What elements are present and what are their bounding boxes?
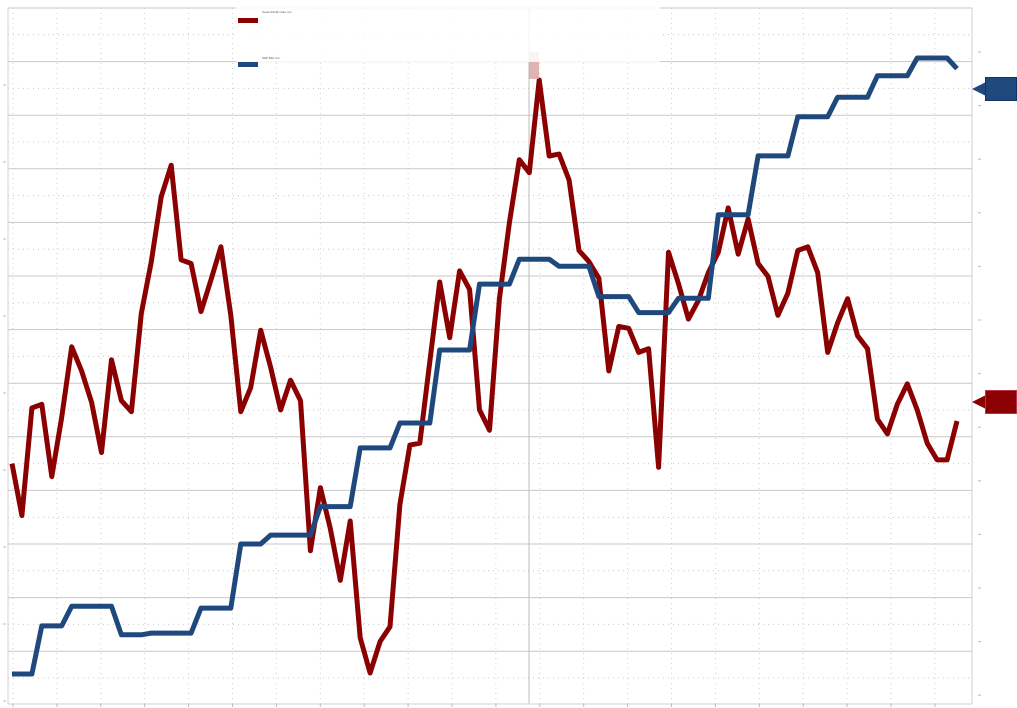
series-line-texas-pacific (9, 77, 960, 676)
legend-swatch-texas-pacific (238, 18, 258, 23)
hover-marker (529, 52, 539, 79)
sp500-price-arrow-icon (972, 82, 986, 96)
sp500-price-tag (985, 77, 1017, 101)
legend-item-sp500[interactable]: S&P 500, Inc. (236, 52, 656, 72)
legend-swatch-sp500 (238, 62, 258, 67)
legend-label-sp500: S&P 500, Inc. (262, 56, 281, 60)
texas-pacific-price-tag (985, 390, 1017, 414)
plot-frame (7, 8, 973, 705)
legend-label-texas-pacific: Texas Pacific Gas, Inc. (262, 10, 293, 14)
chart-legend: Texas Pacific Gas, Inc. S&P 500, Inc. (236, 6, 660, 67)
series-line-sp500 (12, 55, 959, 677)
tick-marks (3, 51, 981, 707)
legend-item-texas-pacific[interactable]: Texas Pacific Gas, Inc. (236, 10, 656, 34)
grid-minor-lines (8, 8, 972, 704)
texas-pacific-price-arrow-icon (972, 395, 986, 409)
series-layer (9, 55, 960, 677)
